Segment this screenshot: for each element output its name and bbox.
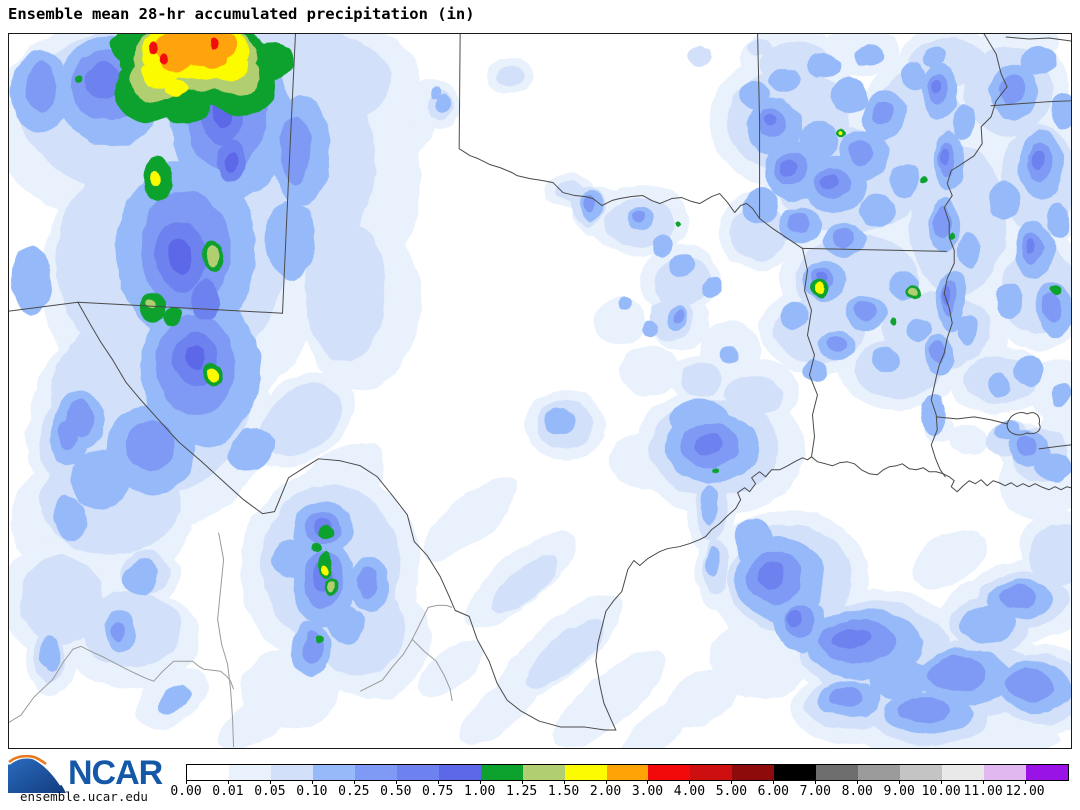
colorbar-label: 1.25 <box>505 784 538 799</box>
colorbar-label: 9.00 <box>883 784 915 799</box>
mexico-border <box>360 604 453 692</box>
map-canvas <box>9 34 1071 748</box>
colorbar-cell <box>984 765 1027 780</box>
colorbar-tick <box>311 780 313 784</box>
colorbar-label: 0.25 <box>338 784 370 799</box>
colorbar-cell <box>816 765 859 780</box>
colorbar-label: 3.00 <box>631 784 664 799</box>
colorbar-label: 7.00 <box>799 784 831 799</box>
state-borders <box>9 34 1071 748</box>
colorbar-tick <box>899 780 901 784</box>
colorbar-cell <box>312 765 355 780</box>
colorbar-label: 6.00 <box>757 784 789 799</box>
colorbar: 0.00 0.01 0.05 0.10 0.25 0.50 0.75 1.00 1.25 1.50… <box>170 764 1069 800</box>
colorbar-tick <box>941 780 943 784</box>
mississippi-river <box>930 34 1008 478</box>
colorbar-cell <box>228 765 271 780</box>
precip-shading <box>9 34 1071 748</box>
colorbar-label: 0.50 <box>380 784 412 799</box>
colorbar-cell <box>690 765 733 780</box>
colorbar-cell <box>606 765 649 780</box>
ncar-logo-text: NCAR <box>68 754 163 792</box>
colorbar-tick <box>395 780 397 784</box>
colorbar-label: 10.00 <box>921 784 961 799</box>
colorbar-cell <box>354 765 397 780</box>
colorbar-cell <box>942 765 985 780</box>
tx-ok-border <box>458 34 761 219</box>
ms-coastline <box>1038 444 1071 450</box>
colorbar-tick <box>857 780 859 784</box>
rio-grande-border <box>77 301 617 731</box>
colorbar-cell <box>396 765 439 780</box>
colorbar-label: 2.00 <box>589 784 622 799</box>
ok-ar-border <box>757 34 761 219</box>
colorbar-label: 11.00 <box>963 784 1003 799</box>
colorbar-tick <box>773 780 775 784</box>
colorbar-cell <box>900 765 943 780</box>
colorbar-cell <box>732 765 775 780</box>
colorbar-label: 0.05 <box>254 784 286 799</box>
colorbar-cell <box>564 765 607 780</box>
ncar-logo-swoosh <box>8 755 66 793</box>
ar-la-border <box>802 247 947 252</box>
colorbar-tick <box>815 780 817 784</box>
nm-tx-border <box>281 34 296 314</box>
la-ms-border <box>935 416 1008 425</box>
gulf-coastline <box>595 456 1071 731</box>
colorbar-label: 0.01 <box>212 784 244 799</box>
colorbar-label: 0.75 <box>422 784 454 799</box>
colorbar-tick <box>186 780 187 784</box>
tx-ar-border <box>759 217 804 249</box>
colorbar-label: 0.10 <box>296 784 328 799</box>
tn-ms-border <box>990 100 1071 107</box>
colorbar-tick <box>227 780 229 784</box>
colorbar-label: 1.00 <box>464 784 496 799</box>
tx-la-border <box>802 247 818 458</box>
colorbar-tick <box>521 780 523 784</box>
colorbar-label: 4.00 <box>673 784 706 799</box>
mexico-border <box>411 638 453 702</box>
colorbar-cell <box>774 765 817 780</box>
colorbar-tick <box>437 780 439 784</box>
mexico-border <box>217 532 235 748</box>
colorbar-cell <box>858 765 901 780</box>
site-url: ensemble.ucar.edu <box>20 789 148 804</box>
colorbar-label: 12.00 <box>1005 784 1045 799</box>
colorbar-tick <box>605 780 607 784</box>
colorbar-labels: 0.00 0.01 0.05 0.10 0.25 0.50 0.75 1.00 1.25 1.50… <box>170 784 1067 800</box>
colorbar-tick <box>353 780 355 784</box>
precipitation-map <box>8 33 1072 749</box>
colorbar-cell <box>480 765 523 780</box>
page-title: Ensemble mean 28-hr accumulated precipit… <box>8 5 475 23</box>
colorbar-tick <box>479 780 481 784</box>
colorbar-tick <box>269 780 271 784</box>
colorbar-label: 1.50 <box>547 784 580 799</box>
colorbar-tick <box>647 780 649 784</box>
colorbar-cells <box>186 764 1069 781</box>
colorbar-cell <box>522 765 565 780</box>
colorbar-cell <box>187 765 229 780</box>
colorbar-tick <box>983 780 985 784</box>
colorbar-label: 0.00 <box>170 784 202 799</box>
colorbar-tick <box>731 780 733 784</box>
colorbar-label: 8.00 <box>841 784 873 799</box>
colorbar-cell <box>1026 765 1069 780</box>
colorbar-tick <box>689 780 691 784</box>
colorbar-label: 5.00 <box>715 784 748 799</box>
colorbar-tick <box>563 780 565 784</box>
colorbar-tick <box>1025 780 1027 784</box>
colorbar-cell <box>438 765 481 780</box>
ncar-logo: NCAR <box>8 753 178 795</box>
colorbar-cell <box>648 765 691 780</box>
lake-pontchartrain <box>1006 412 1041 436</box>
ar-mo-border <box>1005 36 1071 42</box>
mexico-border <box>9 645 235 723</box>
colorbar-cell <box>270 765 313 780</box>
